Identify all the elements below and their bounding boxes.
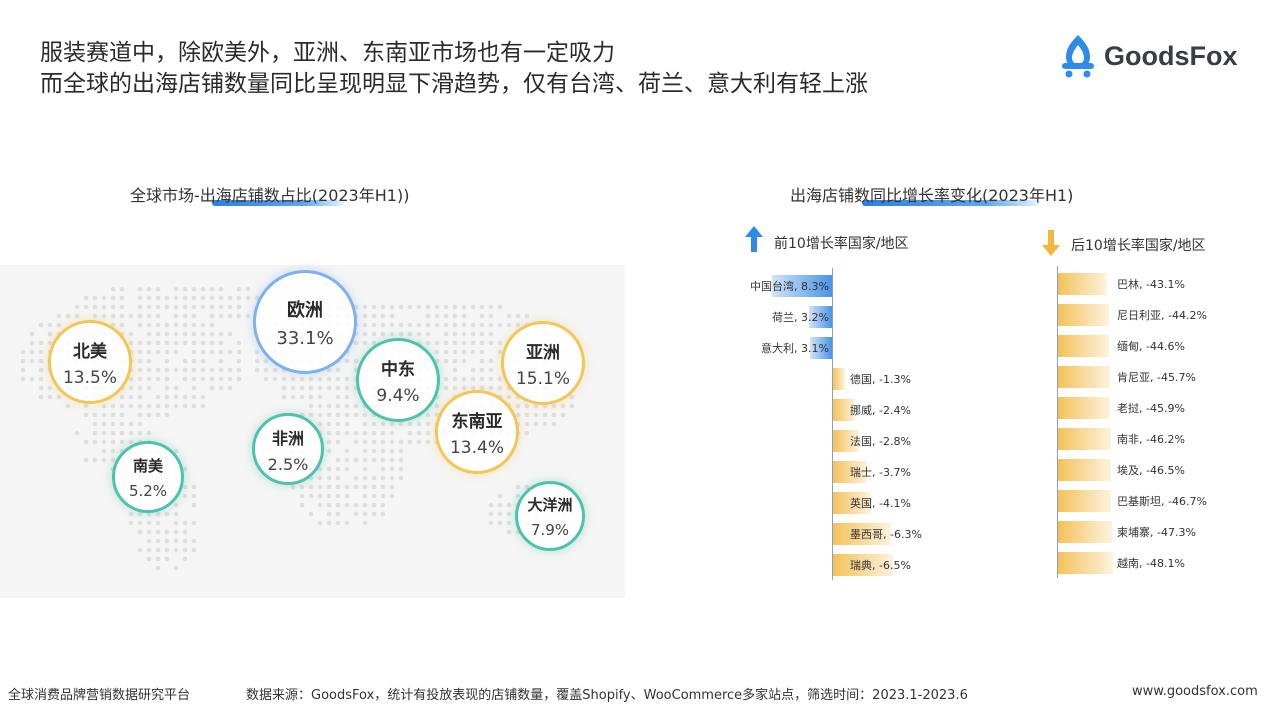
region-name: 北美 (73, 341, 107, 362)
bar (1058, 397, 1111, 419)
bar (808, 306, 832, 328)
region-bubble: 南美 5.2% (112, 441, 184, 513)
right-chart-title: 出海店铺数同比增长率变化(2023年H1) (790, 186, 1074, 205)
region-share: 13.4% (449, 437, 504, 458)
left-chart-title: 全球市场-出海店铺数占比(2023年H1)) (130, 186, 410, 205)
bar-label: 尼日利亚, -44.2% (1117, 309, 1207, 322)
bar-label: 挪威, -2.4% (850, 404, 911, 417)
left-title-underline (212, 200, 344, 206)
bar-label: 埃及, -46.5% (1117, 464, 1185, 477)
bar-label: 中国台湾, 8.3% (750, 280, 829, 293)
top10-axis (832, 268, 833, 580)
arrow-down-icon (1042, 230, 1060, 256)
right-title-underline (862, 200, 1040, 206)
bar (1058, 552, 1113, 574)
bar-label: 德国, -1.3% (850, 373, 911, 386)
bar-label: 肯尼亚, -45.7% (1117, 371, 1196, 384)
bar (833, 368, 845, 390)
headline-line-1: 服装赛道中，除欧美外，亚洲、东南亚市场也有一定吸力 (40, 40, 615, 66)
bar-label: 意大利, 3.1% (761, 342, 829, 355)
footer-website[interactable]: www.goodsfox.com (1132, 684, 1258, 699)
region-share: 5.2% (128, 481, 168, 500)
bar-label: 英国, -4.1% (850, 497, 911, 510)
region-name: 非洲 (271, 428, 304, 448)
bar-label: 柬埔寨, -47.3% (1117, 526, 1196, 539)
region-bubble: 中东 9.4% (356, 338, 440, 422)
arrow-up-icon (745, 226, 763, 252)
region-share: 33.1% (276, 327, 334, 349)
bottom10-axis (1057, 266, 1058, 578)
bar (1058, 428, 1111, 450)
region-name: 亚洲 (526, 342, 560, 363)
bar-label: 老挝, -45.9% (1117, 402, 1185, 415)
brand-logo: GoodsFox (1058, 32, 1238, 80)
top-growth-legend: 前10增长率国家/地区 (774, 236, 909, 252)
bar-label: 越南, -48.1% (1117, 557, 1185, 570)
footer-source: 数据来源：GoodsFox，统计有投放表现的店铺数量，覆盖Shopify、Woo… (246, 688, 968, 703)
footer-platform: 全球消费品牌营销数据研究平台 (8, 688, 191, 703)
bar-label: 瑞士, -3.7% (850, 466, 911, 479)
bar-label: 瑞典, -6.5% (850, 559, 911, 572)
region-name: 中东 (381, 359, 415, 380)
region-share: 7.9% (530, 520, 570, 539)
region-bubble: 北美 13.5% (48, 320, 132, 404)
headline: 服装赛道中，除欧美外，亚洲、东南亚市场也有一定吸力 而全球的出海店铺数量同比呈现… (40, 38, 868, 100)
bar (833, 430, 859, 452)
headline-line-2: 而全球的出海店铺数量同比呈现明显下滑趋势，仅有台湾、荷兰、意大利有轻上涨 (40, 71, 868, 97)
fox-cart-logo-icon (1062, 35, 1094, 78)
bar (1058, 304, 1109, 326)
bar (809, 337, 832, 359)
region-bubble: 亚洲 15.1% (501, 321, 585, 405)
brand-name: GoodsFox (1104, 40, 1238, 71)
region-name: 欧洲 (287, 299, 323, 321)
region-name: 东南亚 (451, 411, 503, 432)
bar (1058, 273, 1108, 295)
bar-label: 巴林, -43.1% (1117, 278, 1185, 291)
bar-label: 缅甸, -44.6% (1117, 340, 1185, 353)
region-share: 13.5% (62, 367, 117, 388)
bar-label: 荷兰, 3.2% (772, 311, 829, 324)
bar-label: 法国, -2.8% (850, 435, 911, 448)
region-bubble: 大洋洲 7.9% (515, 481, 585, 551)
bar-label: 巴基斯坦, -46.7% (1117, 495, 1207, 508)
bar (772, 275, 832, 297)
bar (833, 399, 856, 421)
bar (833, 461, 868, 483)
region-name: 大洋洲 (527, 495, 573, 514)
region-share: 15.1% (515, 368, 570, 389)
bottom-growth-legend: 后10增长率国家/地区 (1071, 238, 1206, 254)
bar (833, 523, 892, 545)
bar (1058, 459, 1112, 481)
bar (1058, 335, 1109, 357)
region-name: 南美 (132, 456, 163, 475)
bar (1058, 521, 1113, 543)
bar (1058, 366, 1111, 388)
region-bubble: 欧洲 33.1% (253, 270, 357, 374)
bar-label: 墨西哥, -6.3% (850, 528, 922, 541)
region-share: 9.4% (376, 385, 420, 406)
region-bubble: 东南亚 13.4% (435, 390, 519, 474)
bar (833, 554, 893, 576)
region-bubble: 非洲 2.5% (252, 413, 324, 485)
bar (833, 492, 871, 514)
region-share: 2.5% (267, 454, 309, 474)
bar-label: 南非, -46.2% (1117, 433, 1185, 446)
bar (1058, 490, 1112, 512)
